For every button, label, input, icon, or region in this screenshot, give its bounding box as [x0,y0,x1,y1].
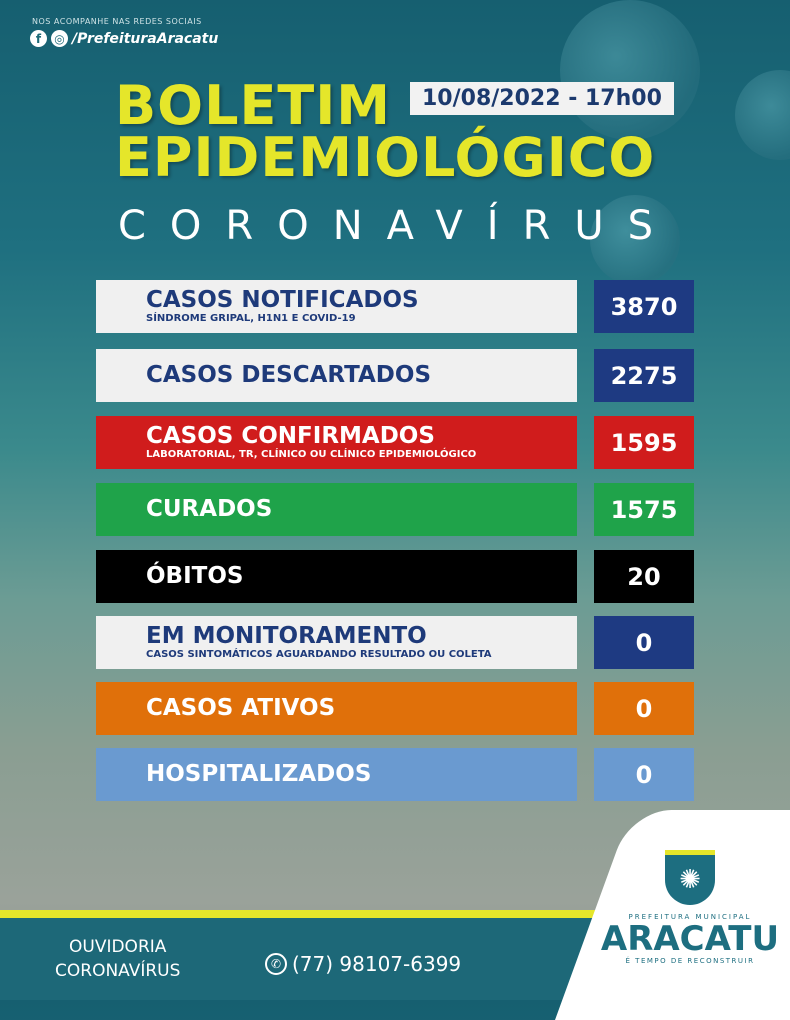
stat-row: HOSPITALIZADOS 0 [96,748,694,801]
stat-value: 3870 [594,280,694,333]
stat-sublabel: CASOS SINTOMÁTICOS AGUARDANDO RESULTADO … [146,649,492,660]
stat-label: CASOS DESCARTADOS [146,362,432,388]
title-line-1: BOLETIM [115,74,392,137]
stat-row: CASOS CONFIRMADOS LABORATORIAL, TR, CLÍNI… [96,416,694,469]
social-links: f ◎ /PrefeituraAracatu [30,30,218,47]
stat-row: CURADOS 1575 [96,483,694,536]
stat-label: CASOS ATIVOS [146,695,336,721]
ouvidoria-label: OUVIDORIA CORONAVÍRUS [55,935,180,983]
stat-value: 20 [594,550,694,603]
stat-sublabel: SÍNDROME GRIPAL, H1N1 E COVID-19 [146,313,356,324]
stat-label: CURADOS [146,496,273,522]
virus-decoration [735,70,790,160]
stat-label: ÓBITOS [146,563,244,589]
stat-label-box: CASOS ATIVOS [96,682,577,735]
social-handle[interactable]: /PrefeituraAracatu [72,30,219,47]
stat-label-box: CASOS DESCARTADOS [96,349,577,402]
footer-stripe [0,910,790,918]
stat-value: 0 [594,682,694,735]
stat-value: 1595 [594,416,694,469]
social-caption: NOS ACOMPANHE NAS REDES SOCIAIS [32,17,202,26]
page-title: BOLETIM EPIDEMIOLÓGICO [115,74,656,189]
phone-contact[interactable]: ✆ (77) 98107-6399 [265,952,461,976]
stat-value: 1575 [594,483,694,536]
logo-slogan: É TEMPO DE RECONSTRUIR [625,957,755,965]
stat-row: ÓBITOS 20 [96,550,694,603]
stat-row: CASOS NOTIFICADOS SÍNDROME GRIPAL, H1N1 E… [96,280,694,333]
stat-label: CASOS NOTIFICADOS [146,287,419,313]
stat-label-box: CURADOS [96,483,577,536]
stat-value: 0 [594,616,694,669]
phone-number: (77) 98107-6399 [292,952,462,976]
logo-name: ARACATU [600,919,780,959]
stat-label-box: CASOS CONFIRMADOS LABORATORIAL, TR, CLÍNI… [96,416,577,469]
virus-decoration [590,195,680,285]
stat-label: HOSPITALIZADOS [146,761,372,787]
ouvidoria-line-1: OUVIDORIA [69,937,167,957]
stat-value: 0 [594,748,694,801]
title-line-2: EPIDEMIOLÓGICO [115,126,656,189]
subtitle: CORONAVÍRUS [118,203,678,249]
ouvidoria-line-2: CORONAVÍRUS [55,961,181,981]
stat-label: CASOS CONFIRMADOS [146,423,435,449]
instagram-icon[interactable]: ◎ [51,30,68,47]
stat-label-box: CASOS NOTIFICADOS SÍNDROME GRIPAL, H1N1 E… [96,280,577,333]
stat-value: 2275 [594,349,694,402]
logo-shield-icon: ✺ [665,850,715,905]
logo-top-text: PREFEITURA MUNICIPAL [628,913,752,921]
facebook-icon[interactable]: f [30,30,47,47]
stat-row: CASOS ATIVOS 0 [96,682,694,735]
date-badge: 10/08/2022 - 17h00 [410,82,674,115]
stat-label-box: HOSPITALIZADOS [96,748,577,801]
stat-label-box: ÓBITOS [96,550,577,603]
stat-label-box: EM MONITORAMENTO CASOS SINTOMÁTICOS AGUAR… [96,616,577,669]
whatsapp-icon: ✆ [265,953,287,975]
stat-label: EM MONITORAMENTO [146,623,427,649]
stat-sublabel: LABORATORIAL, TR, CLÍNICO OU CLÍNICO EPI… [146,449,477,460]
logo: ✺ PREFEITURA MUNICIPAL ARACATU É TEMPO D… [590,850,790,965]
stat-row: CASOS DESCARTADOS 2275 [96,349,694,402]
virus-decoration [560,0,700,140]
stat-row: EM MONITORAMENTO CASOS SINTOMÁTICOS AGUAR… [96,616,694,669]
